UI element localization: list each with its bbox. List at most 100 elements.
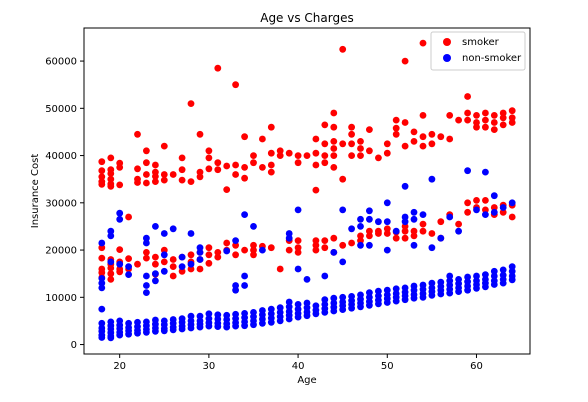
data-point [107,232,115,240]
data-point [419,293,427,301]
data-point [294,206,302,214]
data-point [160,142,168,150]
data-point [312,186,320,194]
data-point [348,225,355,233]
data-point [455,227,462,235]
data-point [178,176,186,184]
data-point [482,168,489,176]
data-point [366,227,373,235]
data-point [196,173,204,181]
data-point [490,272,498,280]
data-point [482,211,489,219]
data-point [375,300,382,308]
data-point [419,211,427,219]
data-point [294,301,302,308]
y-axis-label: Insurance Cost [30,154,41,229]
data-point [499,208,507,216]
data-point [134,130,141,138]
data-point [330,234,338,242]
data-point [490,281,498,288]
data-point [178,154,186,162]
data-point [410,232,418,240]
data-point [98,167,106,175]
data-point [446,135,454,143]
legend-label-smoker: smoker [462,37,500,48]
data-point [401,296,409,304]
data-point [499,109,507,117]
data-point [116,181,124,189]
data-point [490,192,498,200]
data-point [232,237,240,245]
data-point [357,223,364,230]
data-point [214,166,222,174]
data-point [375,287,382,295]
data-point [330,145,338,152]
data-point [259,319,266,327]
data-point [401,182,409,190]
data-point [169,171,177,178]
legend-box [430,31,526,71]
data-point [98,254,106,262]
data-point [464,116,471,124]
data-point [392,227,400,235]
data-point [134,329,141,337]
data-point [98,305,106,313]
data-point [294,159,302,167]
data-point [205,322,213,330]
data-point [160,258,168,266]
data-point [259,135,266,143]
data-point [366,147,373,155]
data-point [196,312,204,320]
y-tick-label: 40000 [45,151,77,162]
data-point [178,267,186,275]
data-point [232,161,240,169]
y-tick-label: 0 [71,340,77,351]
data-point [241,133,249,141]
data-point [410,241,418,249]
data-point [330,152,338,160]
data-point [392,116,400,124]
data-point [312,161,320,169]
data-point [285,246,293,254]
data-point [214,323,222,330]
data-point [276,147,284,155]
data-point [473,272,480,280]
data-point [116,268,124,276]
y-tick-label: 20000 [45,246,77,257]
data-point [446,112,454,119]
data-point [401,57,409,65]
data-point [330,109,338,117]
data-point [294,313,302,321]
data-point [214,159,222,167]
data-point [419,133,427,141]
x-tick-label: 60 [470,361,483,372]
data-point [241,322,249,330]
data-point [196,168,204,176]
x-axis-label: Age [297,375,316,386]
data-point [250,223,257,230]
y-tick-label: 10000 [45,293,77,304]
data-point [143,328,150,336]
data-point [116,260,124,268]
data-point [419,112,427,119]
data-point [178,166,186,174]
data-point [437,133,445,141]
data-point [330,138,338,145]
data-point [428,175,436,183]
data-point [490,119,498,126]
data-point [499,279,507,287]
data-point [321,159,329,167]
data-point [499,121,507,129]
data-point [357,237,364,245]
data-point [455,288,462,295]
data-point [473,197,480,204]
data-point [508,114,516,122]
data-point [223,323,231,331]
data-point [401,223,409,230]
data-point [375,218,382,226]
data-point [410,227,418,235]
data-point [169,263,177,270]
data-point [437,290,445,298]
data-point [116,331,124,339]
